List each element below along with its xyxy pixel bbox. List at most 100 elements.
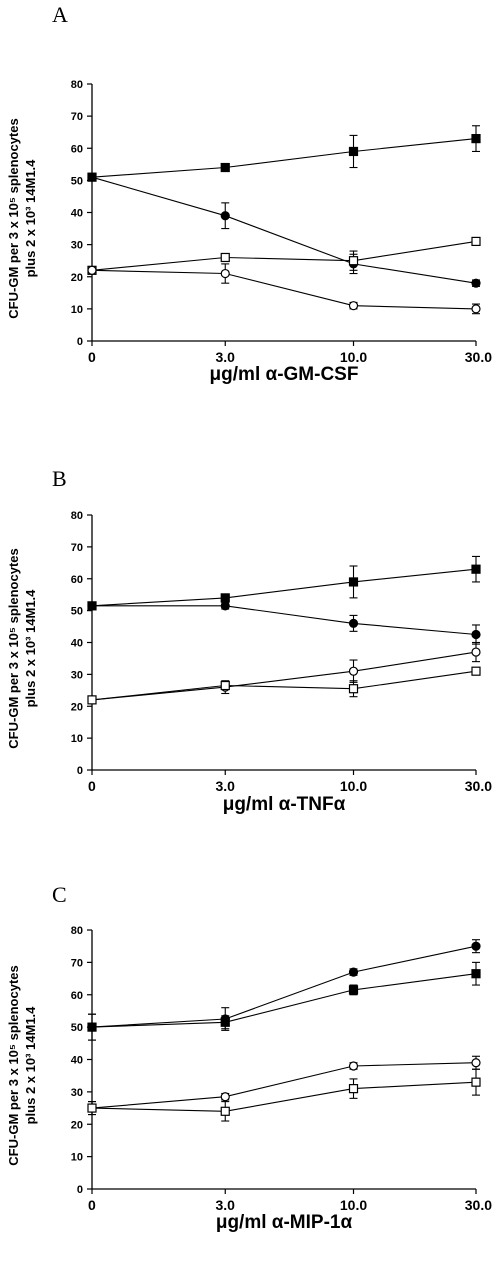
- y-tick-label: 50: [71, 175, 83, 187]
- data-point: [220, 252, 230, 263]
- x-tick-label: 3.0: [216, 349, 236, 365]
- y-tick-label: 0: [77, 765, 83, 777]
- x-tick-label: 0: [88, 349, 96, 365]
- y-tick-label: 40: [71, 208, 83, 220]
- y-axis-title-line2: plus 2 x 10³ 14M1.4: [23, 589, 38, 708]
- series-line: [91, 568, 477, 607]
- x-axis-title: μg/ml α-TNFα: [223, 794, 346, 815]
- x-tick-label: 30.0: [465, 778, 492, 794]
- series-line: [91, 240, 477, 271]
- data-point: [87, 265, 97, 275]
- data-point: [87, 1103, 97, 1113]
- data-point: [471, 236, 481, 247]
- series-open-square: [87, 1068, 481, 1122]
- data-point: [87, 1022, 97, 1032]
- data-point: [220, 593, 230, 603]
- y-axis-title-line1: CFU-GM per 3 x 10⁵ splenocytes: [6, 118, 21, 318]
- panel-b: B 0 10 20 30 40 50 60 70 80 0 3.0 10.0 30.0 μg/ml α-TN…: [6, 466, 492, 815]
- data-point: [471, 1077, 481, 1087]
- data-point: [87, 601, 97, 611]
- data-point: [348, 301, 359, 311]
- series-filled-circle: [87, 172, 481, 288]
- data-point: [471, 969, 481, 979]
- y-axis-title-line1: CFU-GM per 3 x 10⁵ splenocytes: [6, 548, 21, 748]
- y-tick-label: 30: [71, 1087, 83, 1099]
- y-tick-label: 40: [71, 638, 83, 650]
- y-axis-title-line2: plus 2 x 10³ 14M1.4: [23, 159, 38, 278]
- series-filled-square: [87, 961, 481, 1041]
- y-tick-label: 0: [77, 1184, 83, 1196]
- data-point: [471, 134, 481, 144]
- series-line: [91, 1081, 477, 1112]
- y-tick-label: 10: [71, 304, 83, 316]
- data-point: [220, 268, 230, 279]
- x-tick-label: 10.0: [340, 349, 367, 365]
- panel-letter: A: [52, 2, 68, 27]
- data-point: [471, 647, 481, 657]
- data-point: [220, 162, 230, 173]
- panel-letter: B: [52, 466, 67, 491]
- x-axis-title: μg/ml α-MIP-1α: [216, 1212, 353, 1233]
- y-tick-label: 20: [71, 701, 83, 713]
- y-tick-label: 60: [71, 574, 83, 586]
- y-axis-title-line1: CFU-GM per 3 x 10⁵ splenocytes: [6, 965, 21, 1165]
- data-point: [348, 684, 359, 694]
- x-tick-label: 30.0: [465, 349, 492, 365]
- y-tick-label: 30: [71, 240, 83, 252]
- series-filled-square: [87, 125, 481, 182]
- y-tick-label: 70: [71, 542, 83, 554]
- y-tick-label: 60: [71, 990, 83, 1002]
- data-point: [348, 256, 359, 266]
- y-tick-label: 70: [71, 111, 83, 123]
- x-tick-label: 10.0: [340, 778, 367, 794]
- data-point: [220, 601, 230, 611]
- data-point: [471, 1058, 481, 1068]
- series-line: [91, 1062, 477, 1109]
- series-line: [91, 176, 477, 284]
- data-point: [348, 618, 359, 628]
- data-point: [471, 666, 481, 676]
- y-tick-label: 50: [71, 606, 83, 618]
- panel-a: A 0 10 20 30 40 50 60 70 80 0 3.0 10.0 30.0 μg/ml α-GM…: [6, 2, 492, 385]
- data-point: [220, 1092, 230, 1102]
- series-line: [91, 670, 477, 701]
- data-point: [87, 172, 97, 182]
- y-axis-title-line2: plus 2 x 10³ 14M1.4: [23, 1006, 38, 1125]
- y-tick-label: 20: [71, 1119, 83, 1131]
- data-point: [471, 629, 481, 640]
- series-line: [91, 973, 477, 1028]
- x-tick-label: 3.0: [216, 1197, 236, 1213]
- y-tick-label: 20: [71, 272, 83, 284]
- data-point: [348, 1084, 359, 1094]
- data-point: [471, 278, 481, 288]
- data-point: [348, 967, 359, 977]
- data-point: [220, 1017, 230, 1027]
- data-point: [471, 941, 481, 951]
- series-line: [91, 138, 477, 178]
- series-open-square: [87, 236, 481, 275]
- y-tick-label: 80: [71, 510, 83, 522]
- data-point: [471, 564, 481, 574]
- x-axis-title: μg/ml α-GM-CSF: [210, 364, 359, 385]
- data-point: [348, 985, 359, 995]
- data-point: [348, 577, 359, 587]
- y-tick-label: 80: [71, 79, 83, 91]
- panel-letter: C: [52, 882, 67, 907]
- series-line: [91, 651, 477, 701]
- series-filled-circle: [87, 601, 481, 645]
- series-open-circle: [87, 641, 481, 705]
- series-open-circle: [87, 263, 481, 315]
- y-tick-label: 0: [77, 336, 83, 348]
- y-tick-label: 80: [71, 925, 83, 937]
- x-tick-label: 10.0: [340, 1197, 367, 1213]
- x-tick-label: 0: [88, 1197, 96, 1213]
- panel-c: C 0 10 20 30 40 50 60 70 80 0 3.0 10.0 30.0 μg/ml α-MI…: [6, 882, 492, 1233]
- x-tick-label: 0: [88, 778, 96, 794]
- data-point: [220, 211, 230, 221]
- data-point: [348, 666, 359, 676]
- y-tick-label: 50: [71, 1022, 83, 1034]
- series-line: [91, 269, 477, 310]
- data-point: [471, 304, 481, 314]
- series-line: [92, 605, 477, 636]
